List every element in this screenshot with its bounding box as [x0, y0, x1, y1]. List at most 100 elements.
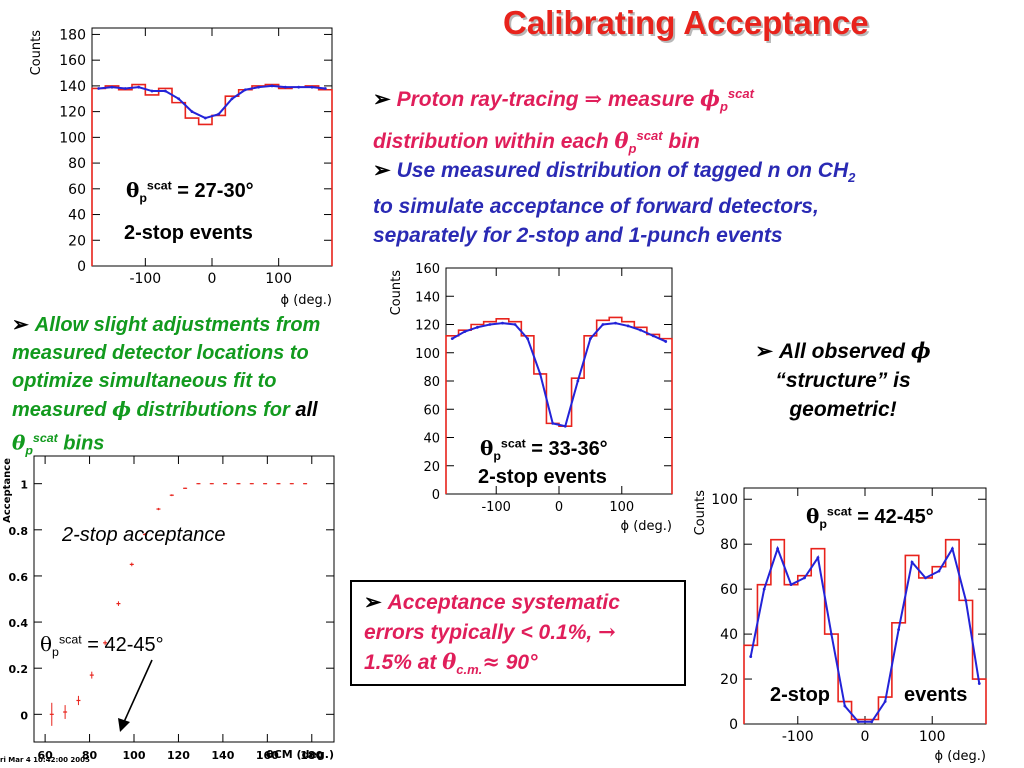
- y-tick-label: 80: [68, 156, 86, 172]
- theta-symbol: θ: [442, 649, 457, 674]
- y-tick-label: 120: [59, 105, 86, 121]
- subscript: 2: [848, 170, 856, 186]
- x-tick-label: 180: [300, 749, 323, 762]
- fit-point: [816, 556, 820, 560]
- y-tick-label: 80: [423, 375, 440, 390]
- fit-point: [664, 340, 668, 343]
- fit-point: [257, 85, 261, 89]
- theta-range-label-42-45: θpscat = 42-45°: [806, 504, 934, 531]
- y-tick-label: 40: [68, 208, 86, 224]
- events-label-33-36: 2-stop events: [478, 466, 607, 488]
- superscript: scat: [146, 178, 172, 193]
- phi-symbol: ϕ: [700, 86, 720, 111]
- x-axis-label: ϕ (deg.): [281, 293, 333, 308]
- x-axis-label: θCM (deg.): [266, 748, 334, 761]
- theta-symbol: θ: [126, 178, 140, 202]
- bullet-text: 90°: [505, 651, 538, 674]
- systematic-errors-box: ➢ Acceptance systematic errors typically …: [350, 580, 686, 686]
- bullet-text: measured detector locations to: [12, 342, 309, 364]
- range-text: = 42-45°: [857, 506, 934, 528]
- fit-point: [977, 682, 981, 685]
- fit-point: [110, 85, 114, 89]
- y-tick-label: 40: [423, 432, 440, 447]
- fit-point: [551, 421, 555, 425]
- y-tick-label: 60: [68, 182, 86, 198]
- y-tick-label: 60: [423, 403, 440, 418]
- phi-histogram-27-30: 0 20 40 60 80 100 120 140 160 180 -100 0 100 Counts ϕ …: [29, 27, 333, 308]
- y-tick-label: 0.8: [9, 525, 29, 538]
- x-tick-label: 80: [82, 749, 98, 762]
- y-tick-label: 140: [59, 79, 86, 95]
- y-tick-label: 0: [729, 717, 738, 733]
- fit-point: [475, 325, 479, 329]
- y-tick-label: 40: [720, 627, 738, 643]
- subscript: p: [25, 443, 33, 458]
- fit-point: [843, 704, 847, 708]
- bullet-text: “structure” is: [775, 369, 911, 392]
- phi-symbol: ϕ: [112, 397, 131, 421]
- y-tick-label: 20: [423, 460, 440, 475]
- fit-point: [829, 632, 833, 636]
- fit-point: [217, 112, 221, 116]
- fit-point: [177, 97, 181, 101]
- range-text: = 42-45°: [87, 634, 164, 656]
- bullet-text: errors typically: [364, 621, 515, 644]
- fit-line: [451, 322, 667, 428]
- y-tick-label: 140: [415, 290, 440, 305]
- fit-point: [513, 323, 517, 326]
- x-tick-label: 100: [265, 271, 292, 287]
- y-tick-label: 160: [59, 53, 86, 69]
- superscript: scat: [826, 504, 852, 519]
- acceptance-caption: 2-stop acceptance: [62, 524, 226, 546]
- x-tick-label: 160: [256, 749, 279, 762]
- theta-range-label-27-30: θpscat = 27-30°: [126, 178, 254, 205]
- y-tick-label: 100: [59, 130, 86, 146]
- bullet-arrow-icon: ➢: [373, 88, 391, 111]
- approx-symbol: ≈: [482, 649, 500, 674]
- bullet-text: bins: [63, 432, 105, 455]
- x-tick-label: 100: [919, 729, 946, 745]
- fit-point: [883, 700, 887, 703]
- y-tick-label: 0: [77, 259, 86, 275]
- y-tick-label: 180: [59, 27, 86, 43]
- fit-point: [897, 628, 901, 631]
- theta-range-label-33-36: θpscat = 33-36°: [480, 436, 608, 463]
- bullet-text: to simulate acceptance of forward detect…: [373, 195, 819, 219]
- theta-symbol: θ: [480, 436, 494, 460]
- x-tick-label: -100: [782, 729, 814, 745]
- y-tick-label: 80: [720, 537, 738, 553]
- events-label-42-45-a: 2-stop: [770, 684, 830, 706]
- less-than-symbol: <: [520, 621, 533, 644]
- theta-symbol: θ: [12, 430, 26, 455]
- bullet-text: distributions for: [136, 399, 290, 421]
- x-axis-label: ϕ (deg.): [935, 749, 987, 764]
- y-tick-label: 0: [432, 488, 440, 503]
- y-tick-label: 100: [711, 492, 738, 508]
- x-tick-label: 100: [123, 749, 146, 762]
- fit-point: [123, 87, 127, 90]
- right-arrow-symbol: →: [598, 619, 616, 644]
- bullet-arrow-icon: ➢: [12, 314, 29, 336]
- fit-point: [803, 576, 806, 580]
- bullet-text: distribution within each: [373, 130, 609, 154]
- bullet-simulate-acceptance: ➢ Use measured distribution of tagged n o…: [373, 156, 993, 250]
- y-tick-label: 160: [415, 262, 440, 277]
- bullet-text: measure: [607, 88, 695, 111]
- fit-point: [190, 110, 194, 114]
- superscript: scat: [58, 632, 82, 647]
- x-tick-label: -100: [129, 271, 161, 287]
- fit-point: [137, 85, 141, 89]
- bullet-text-emphasis: all: [295, 399, 318, 421]
- fit-point: [626, 324, 630, 328]
- x-tick-label: 0: [555, 500, 563, 515]
- fit-point: [776, 547, 780, 551]
- bullet-arrow-icon: ➢: [364, 591, 382, 614]
- fit-point: [563, 424, 567, 428]
- y-tick-label: 20: [720, 672, 738, 688]
- y-axis-label: Counts: [29, 30, 44, 76]
- acceptance-theta-label: θpscat = 42-45°: [40, 632, 164, 659]
- x-tick-label: 100: [609, 500, 634, 515]
- fit-point: [463, 330, 467, 333]
